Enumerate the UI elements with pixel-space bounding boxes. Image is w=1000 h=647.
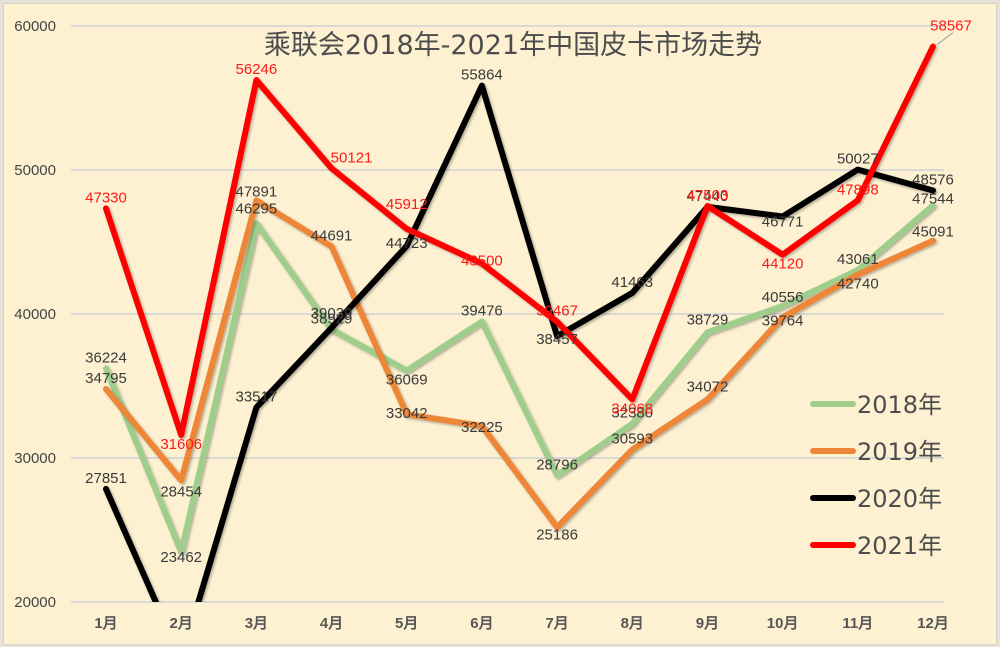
x-tick-label: 11月 [842, 615, 873, 632]
data-label: 40556 [762, 289, 804, 306]
series-line-2019年 [103, 197, 936, 531]
data-label: 47330 [85, 189, 127, 206]
y-tick-label: 20000 [14, 594, 56, 611]
data-label: 45091 [912, 224, 954, 241]
data-label: 47503 [687, 187, 729, 204]
x-tick-label: 12月 [917, 615, 949, 632]
legend-label: 2018年 [857, 391, 942, 419]
data-label: 34072 [687, 378, 729, 395]
data-label: 41463 [611, 274, 653, 291]
x-tick-label: 3月 [245, 615, 268, 632]
data-label: 39764 [762, 312, 804, 329]
x-tick-label: 1月 [94, 615, 117, 632]
data-label: 32225 [461, 419, 503, 436]
data-label: 47544 [912, 190, 954, 207]
data-label: 38457 [536, 331, 578, 348]
data-label: 47891 [236, 183, 278, 200]
data-label: 42740 [837, 276, 879, 293]
series-line-2021年 [103, 43, 936, 438]
data-label: 36224 [85, 349, 127, 366]
data-label: 39039 [311, 305, 353, 322]
data-label: 43500 [461, 253, 503, 270]
data-label: 30593 [611, 430, 653, 447]
data-label: 32380 [611, 405, 653, 422]
data-label: 39467 [536, 303, 578, 320]
series-lines [103, 43, 936, 602]
data-label: 28454 [160, 483, 202, 500]
gridlines [71, 25, 944, 603]
data-label: 36069 [386, 372, 428, 389]
data-label: 55864 [461, 67, 503, 84]
legend-label: 2021年 [857, 532, 942, 560]
x-tick-label: 10月 [767, 615, 799, 632]
data-label: 38729 [687, 311, 729, 328]
data-label: 39476 [461, 303, 503, 320]
data-label: 25186 [536, 526, 578, 543]
y-tick-label: 60000 [14, 18, 56, 35]
data-label: 33517 [236, 388, 278, 405]
data-label: 27851 [85, 470, 127, 487]
data-label: 31606 [160, 436, 202, 453]
data-label: 38929 [311, 310, 353, 327]
data-label: 48576 [912, 172, 954, 189]
y-axis: 20000 30000 40000 50000 60000 [14, 18, 56, 611]
data-label: 33042 [386, 405, 428, 422]
y-tick-label: 50000 [14, 162, 56, 179]
x-tick-label: 2月 [170, 615, 193, 632]
data-label: 46295 [236, 200, 278, 217]
data-label: 47898 [837, 181, 879, 198]
data-label: 23462 [160, 549, 202, 566]
series-line-2020年 [103, 82, 936, 602]
series-line-2018年 [103, 202, 936, 556]
x-axis: 1月 2月 3月 4月 5月 6月 7月 8月 9月 10月 11月 12月 [94, 615, 949, 632]
data-label: 28796 [536, 456, 578, 473]
data-labels: 36224 23462 46295 38929 36069 39476 28796 32380… [85, 18, 972, 567]
data-label: 47440 [687, 188, 729, 205]
data-label: 58567 [930, 18, 972, 35]
data-label: 34068 [611, 400, 653, 417]
data-label: 43061 [837, 251, 879, 268]
y-tick-label: 30000 [14, 450, 56, 467]
line-chart: 20000 30000 40000 50000 60000 1月 2月 3月 4月 5月 6月 7月… [14, 18, 972, 632]
legend-label: 2020年 [857, 485, 942, 513]
legend-label: 2019年 [857, 438, 942, 466]
data-label: 45912 [386, 196, 428, 213]
data-label: 56246 [236, 61, 278, 78]
data-label: 44691 [311, 227, 353, 244]
data-label: 34795 [85, 370, 127, 387]
x-tick-label: 5月 [395, 615, 418, 632]
data-label: 44723 [386, 235, 428, 252]
data-label: 46771 [762, 213, 804, 230]
y-tick-label: 40000 [14, 306, 56, 323]
data-label: 50027 [837, 151, 879, 168]
chart-frame: 20000 30000 40000 50000 60000 1月 2月 3月 4月 5月 6月 7月… [3, 3, 997, 645]
x-tick-label: 9月 [696, 615, 719, 632]
data-label: 44120 [762, 256, 804, 273]
data-label: 50121 [331, 149, 373, 166]
x-tick-label: 6月 [470, 615, 493, 632]
x-tick-label: 8月 [621, 615, 644, 632]
legend: 2018年 2019年 2020年 2021年 [810, 391, 942, 560]
chart-title: 乘联会2018年-2021年中国皮卡市场走势 [264, 30, 762, 61]
x-tick-label: 7月 [545, 615, 568, 632]
x-tick-label: 4月 [320, 615, 343, 632]
